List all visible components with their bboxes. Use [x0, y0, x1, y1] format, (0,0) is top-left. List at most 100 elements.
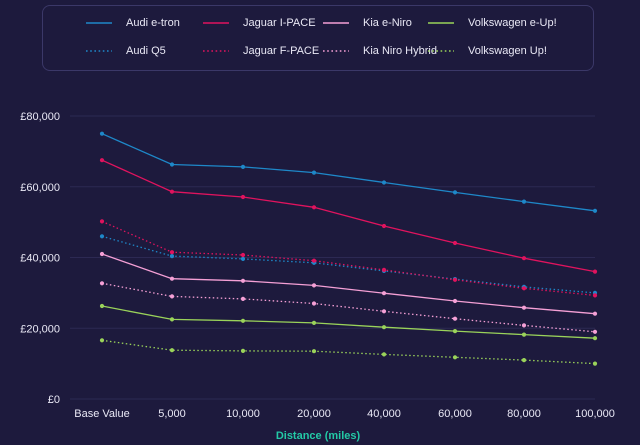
data-point[interactable] — [99, 131, 105, 136]
y-tick-label: £20,000 — [20, 323, 60, 335]
data-point[interactable] — [521, 286, 527, 291]
legend-swatch — [428, 50, 454, 52]
legend-item-volkswagen-e-up[interactable]: Volkswagen e-Up! — [428, 16, 557, 30]
data-point[interactable] — [99, 281, 105, 286]
data-point[interactable] — [381, 325, 387, 330]
data-point[interactable] — [311, 301, 317, 306]
data-point[interactable] — [240, 194, 246, 200]
legend-item-audi-q5[interactable]: Audi Q5 — [86, 44, 166, 58]
legend-label: Volkswagen e-Up! — [468, 17, 557, 29]
data-point[interactable] — [592, 269, 598, 274]
data-point[interactable] — [311, 283, 317, 288]
legend-item-audi-e-tron[interactable]: Audi e-tron — [86, 16, 180, 30]
data-point[interactable] — [452, 329, 458, 334]
data-point[interactable] — [169, 162, 175, 167]
legend-item-jaguar-i-pace[interactable]: Jaguar I-PACE — [203, 16, 316, 30]
legend-swatch — [323, 50, 349, 52]
data-point[interactable] — [521, 305, 527, 310]
data-point[interactable] — [99, 251, 105, 257]
legend-item-jaguar-f-pace[interactable]: Jaguar F-PACE — [203, 44, 319, 58]
data-point[interactable] — [311, 258, 317, 263]
data-point[interactable] — [381, 309, 387, 314]
data-point[interactable] — [240, 252, 246, 258]
data-point[interactable] — [452, 355, 458, 360]
x-axis-ticks: Base Value 5,000 10,000 20,000 40,000 60,000 8… — [74, 408, 615, 420]
legend-item-kia-e-niro[interactable]: Kia e-Niro — [323, 16, 412, 30]
data-point[interactable] — [381, 267, 387, 272]
y-tick-label: £80,000 — [20, 111, 60, 123]
legend-label: Jaguar I-PACE — [243, 17, 316, 29]
data-point[interactable] — [452, 190, 458, 195]
legend-item-kia-niro-hybrid[interactable]: Kia Niro Hybrid — [323, 44, 437, 58]
legend-label: Jaguar F-PACE — [243, 45, 320, 57]
legend-item-volkswagen-up[interactable]: Volkswagen Up! — [428, 44, 547, 58]
data-point[interactable] — [311, 349, 317, 354]
data-point[interactable] — [240, 278, 246, 283]
legend-swatch — [86, 22, 112, 24]
data-point[interactable] — [169, 276, 175, 281]
x-tick-label: 100,000 — [575, 408, 615, 420]
series-jaguar-i-pace — [99, 158, 598, 274]
data-point[interactable] — [521, 323, 527, 328]
data-point[interactable] — [381, 180, 387, 185]
series-audi-e-tron — [99, 131, 598, 213]
legend-swatch — [203, 22, 229, 24]
data-point[interactable] — [240, 348, 246, 353]
series-line — [101, 253, 596, 315]
data-point[interactable] — [99, 158, 105, 163]
data-point[interactable] — [99, 303, 105, 309]
data-point[interactable] — [311, 205, 317, 210]
data-point[interactable] — [521, 332, 527, 337]
chart-legend: Audi e-tron Jaguar I-PACE Kia e-Niro Vol… — [42, 5, 594, 71]
legend-swatch — [428, 22, 454, 24]
data-point[interactable] — [452, 277, 458, 282]
series-kia-e-niro — [99, 251, 598, 316]
data-point[interactable] — [592, 311, 598, 316]
data-point[interactable] — [240, 296, 246, 301]
series-line — [101, 133, 596, 212]
data-point[interactable] — [381, 291, 387, 296]
legend-swatch — [323, 22, 349, 24]
data-point[interactable] — [311, 170, 317, 175]
legend-swatch — [203, 50, 229, 52]
data-point[interactable] — [240, 256, 246, 261]
data-point[interactable] — [452, 298, 458, 304]
data-point[interactable] — [381, 352, 387, 357]
data-point[interactable] — [99, 338, 105, 343]
data-point[interactable] — [592, 361, 598, 366]
x-tick-label: 40,000 — [367, 408, 401, 420]
data-point[interactable] — [169, 317, 175, 322]
data-point[interactable] — [99, 219, 105, 224]
data-point[interactable] — [592, 208, 598, 213]
data-point[interactable] — [169, 294, 175, 299]
series-line — [101, 305, 596, 339]
series-volkswagen-e-up — [99, 303, 598, 341]
y-tick-label: £40,000 — [20, 253, 60, 265]
y-axis-ticks: £0 £20,000 £40,000 £60,000 £80,000 — [20, 111, 60, 406]
data-point[interactable] — [169, 189, 175, 194]
y-tick-label: £60,000 — [20, 182, 60, 194]
data-point[interactable] — [169, 348, 175, 353]
data-point[interactable] — [381, 223, 387, 229]
legend-label: Volkswagen Up! — [468, 45, 547, 57]
data-point[interactable] — [452, 240, 458, 246]
data-point[interactable] — [521, 199, 527, 204]
series-line — [101, 339, 596, 365]
data-point[interactable] — [592, 336, 598, 341]
data-point[interactable] — [452, 316, 458, 321]
data-point[interactable] — [169, 250, 175, 255]
data-point[interactable] — [240, 318, 246, 323]
data-point[interactable] — [521, 256, 527, 261]
data-point[interactable] — [240, 164, 246, 169]
x-tick-label: 5,000 — [158, 408, 186, 420]
series-line — [101, 235, 596, 294]
y-tick-label: £0 — [48, 394, 60, 406]
series-volkswagen-up — [99, 338, 598, 366]
data-point[interactable] — [311, 320, 317, 325]
data-point[interactable] — [99, 234, 105, 239]
data-point[interactable] — [592, 293, 598, 298]
data-point[interactable] — [521, 358, 527, 363]
series-line — [101, 282, 596, 333]
data-point[interactable] — [169, 254, 175, 259]
data-point[interactable] — [592, 329, 598, 334]
